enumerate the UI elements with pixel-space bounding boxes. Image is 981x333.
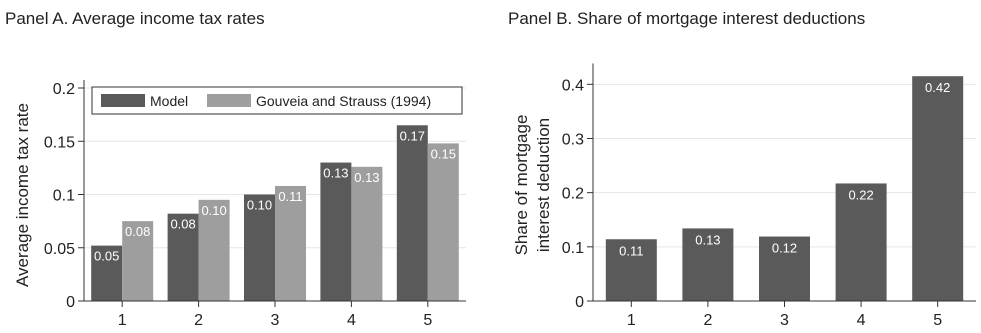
panelB-x-tick-label: 5 [933,312,942,328]
panelA-bar [91,245,123,301]
panel-a: Panel A. Average income tax rates Averag… [5,9,466,329]
legend-swatch-gouveia-strauss [207,94,251,107]
panelB-bar [605,239,657,301]
panelA-data-label: 0.13 [323,166,348,181]
panelA-data-label: 0.17 [400,128,425,143]
panelA-data-label: 0.10 [247,198,272,213]
panelA-data-label: 0.15 [431,146,456,161]
panelB-x-tick-label: 4 [857,312,866,328]
panelA-y-tick-label: 0.1 [53,188,75,205]
panelB-bar [835,183,887,301]
panelA-y-tick-label: 0.15 [44,134,75,151]
panelB-y-tick-label: 0.3 [562,132,584,149]
panelA-x-tick-label: 5 [423,312,432,328]
panel-b-y-axis-label-line-2: interest deduction [534,118,553,252]
panelB-bar [759,236,810,301]
panel-b-tick-labels: 0 0.1 0.2 0.3 0.4 1 2 3 4 5 [562,77,942,329]
panel-a-y-axis-label: Average income tax rate [13,103,32,287]
panelA-bar [320,162,352,301]
panelA-y-tick-label: 0.2 [53,81,75,98]
panelA-bar [351,166,383,301]
panelA-x-tick-label: 4 [347,312,356,328]
panelA-data-label: 0.08 [170,217,195,232]
panelB-data-label: 0.11 [619,243,643,258]
panelA-data-label: 0.05 [94,249,119,264]
panelA-bar [244,194,275,301]
panel-a-title: Panel A. Average income tax rates [5,9,265,28]
panelA-bar [275,185,306,301]
panel-b-axes [587,63,976,307]
panelB-x-tick-label: 1 [627,312,636,328]
panel-b-title: Panel B. Share of mortgage interest dedu… [508,9,865,28]
panelA-x-tick-label: 1 [118,312,127,328]
panelB-x-tick-label: 2 [703,312,712,328]
panelA-bar [122,221,154,301]
panelA-data-label: 0.10 [201,203,226,218]
panelA-x-tick-label: 3 [271,312,280,328]
panelB-bar [682,228,734,301]
panelB-y-tick-label: 0.2 [562,186,584,203]
panelA-x-tick-label: 2 [194,312,203,328]
panelA-data-label: 0.08 [125,224,150,239]
panelA-bar [396,125,428,302]
panelA-y-tick-label: 0.05 [44,241,75,258]
legend-label-model: Model [150,93,188,109]
panelB-data-label: 0.13 [695,232,720,247]
panelA-bar [167,213,199,301]
panel-a-bars: 0.05 0.08 0.08 0.10 0.10 0.11 0.13 0.13 0.17 0.15 [91,125,459,302]
panelB-y-tick-label: 0.4 [562,77,584,94]
legend-swatch-model [101,94,145,107]
panelA-bar [198,199,230,301]
panelA-data-label: 0.13 [354,170,379,185]
panelB-x-tick-label: 3 [780,312,789,328]
panelB-data-label: 0.42 [925,80,950,95]
panelB-y-tick-label: 0.1 [562,240,584,257]
legend-label-gouveia-strauss: Gouveia and Strauss (1994) [256,93,431,109]
panel-a-axes [78,80,466,307]
panelB-y-tick-label: 0 [575,294,584,311]
panelA-y-tick-label: 0 [66,294,75,311]
panelB-bar [912,76,964,301]
panel-b-bars: 0.11 0.13 0.12 0.22 0.42 [605,76,964,301]
panelA-bar [427,143,459,301]
panelB-data-label: 0.22 [848,187,873,202]
panel-b-y-axis-label-line-1: Share of mortgage [512,115,531,256]
panel-a-legend: Model Gouveia and Strauss (1994) [91,86,463,115]
legend-frame [91,86,463,115]
panelB-data-label: 0.12 [772,241,797,256]
panel-b: Panel B. Share of mortgage interest dedu… [508,9,976,329]
panel-a-tick-labels: 0 0.05 0.1 0.15 0.2 1 2 3 4 5 [44,81,432,329]
panelA-data-label: 0.11 [278,189,302,204]
